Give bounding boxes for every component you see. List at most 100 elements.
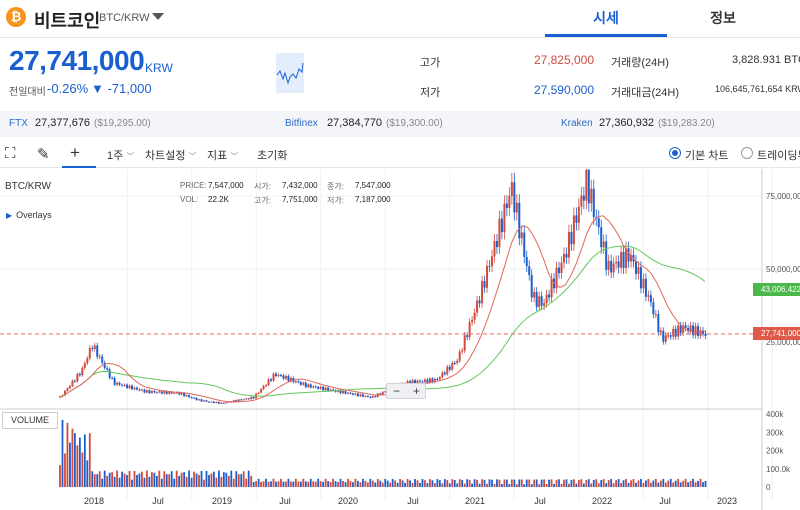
pencil-icon[interactable]: ✎ (37, 146, 50, 163)
volume-bar (289, 481, 292, 487)
candle-body (210, 401, 213, 403)
volume-bar (424, 480, 426, 487)
candle-body (508, 195, 511, 208)
chevron-down-icon: ﹀ (126, 152, 135, 161)
indicators-label: 지표 (207, 150, 228, 162)
volume-bar (582, 483, 585, 487)
candle-body (627, 248, 630, 262)
sparkline-chart (276, 53, 304, 93)
volume-bar (354, 478, 357, 487)
candle-body (520, 232, 523, 239)
time-tick-label: 2023 (717, 496, 737, 506)
price-chart[interactable]: 75,000,000 50,000,000 25,000,000 400k 300k 2… (0, 169, 800, 510)
volume-bar (96, 474, 99, 487)
candle-body (302, 382, 305, 385)
candle-body (168, 391, 171, 394)
candle-body (135, 387, 138, 390)
exchange-bitfinex-name[interactable]: Bitfinex (285, 118, 318, 129)
volume-bar (111, 472, 114, 487)
candle-body (505, 203, 508, 208)
candle-body (560, 262, 563, 274)
volume-bar (113, 476, 116, 487)
volume-bar (694, 482, 697, 487)
volume-bar (687, 482, 690, 487)
volume-bar (262, 481, 265, 487)
volume-bar (173, 478, 176, 487)
candle-body (91, 348, 94, 350)
candle-body (689, 325, 692, 332)
fullscreen-icon[interactable]: ⛶ (5, 145, 16, 162)
candle-body (344, 390, 347, 394)
volume-bar (381, 482, 384, 487)
tab-market[interactable]: 시세 (545, 0, 667, 37)
chart-settings-select[interactable]: 차트설정 ﹀ (145, 147, 197, 163)
volume-bar (508, 484, 511, 487)
volume-bar (647, 478, 650, 487)
candle-body (143, 389, 146, 393)
volume-bar (153, 472, 156, 487)
zoom-out-button[interactable]: − (392, 384, 400, 398)
volume-bar (590, 483, 593, 487)
candle-body (225, 402, 228, 404)
time-axis-ticks: 2018 Jul 2019 Jul 2020 Jul 2021 Jul 2022 Jul 2023 (84, 496, 737, 506)
candle-body (374, 396, 377, 398)
candle-body (106, 367, 109, 370)
chevron-down-icon[interactable] (152, 13, 164, 20)
candle-body (458, 351, 461, 361)
volume-bar (659, 480, 662, 487)
volume-bar (602, 479, 605, 487)
volume-bar (622, 480, 625, 487)
candle-body (349, 392, 352, 394)
volume-bar (250, 475, 253, 487)
volume-bar (133, 470, 136, 487)
candle-body (66, 388, 69, 391)
overlays-toggle[interactable]: ▶ Overlays (6, 210, 52, 220)
volume-bar (677, 478, 680, 487)
tab-info[interactable]: 정보 (710, 10, 736, 26)
exchange-kraken-name[interactable]: Kraken (561, 118, 593, 129)
zoom-in-button[interactable]: + (412, 384, 420, 398)
candle-body (483, 281, 486, 288)
candle-body (155, 392, 158, 394)
tradingview-label[interactable]: 트레이딩뷰 (757, 150, 800, 162)
volume-bar (535, 479, 538, 487)
volume-bar (657, 482, 660, 487)
active-tool-indicator (62, 166, 96, 168)
change-label: 전일대비 (9, 87, 46, 98)
volume-bar (297, 481, 300, 487)
candle-body (418, 380, 421, 382)
volume-bar (630, 480, 632, 487)
zoom-controls: − + (386, 383, 426, 399)
exchange-ftx-name[interactable]: FTX (9, 118, 28, 129)
volume-panel-label: VOLUME (2, 412, 58, 429)
volume-bar (530, 484, 533, 487)
ohlc-low-label: 저가: (327, 196, 344, 205)
candle-body (682, 325, 685, 333)
time-tick-label: 2019 (212, 496, 232, 506)
volume-bar (513, 479, 516, 487)
period-select[interactable]: 1주 ﹀ (107, 147, 134, 163)
candle-body (416, 380, 419, 384)
volume-bar (349, 480, 352, 487)
tradingview-radio[interactable] (741, 147, 753, 159)
basic-chart-radio[interactable] (669, 147, 681, 159)
crosshair-icon[interactable]: + (70, 143, 80, 162)
chevron-down-icon: ﹀ (188, 152, 197, 161)
volume-bar (697, 480, 699, 487)
volume-bar (548, 479, 550, 487)
indicators-select[interactable]: 지표 ﹀ (207, 147, 238, 163)
candle-body (652, 302, 655, 315)
volume-bar (379, 480, 382, 487)
volume-bar (203, 479, 205, 487)
candle-body (592, 188, 595, 218)
volume-bar (597, 483, 600, 487)
coin-name[interactable]: 비트코인 (34, 11, 101, 31)
basic-chart-label[interactable]: 기본 차트 (685, 150, 729, 162)
volume-bar (436, 479, 439, 487)
volume-bar (580, 479, 583, 487)
volume-bar (272, 478, 275, 487)
volume-bar (404, 482, 406, 487)
reset-button[interactable]: 초기화 (257, 150, 288, 162)
low-label: 저가 (420, 87, 441, 99)
volume-bar (118, 477, 121, 487)
